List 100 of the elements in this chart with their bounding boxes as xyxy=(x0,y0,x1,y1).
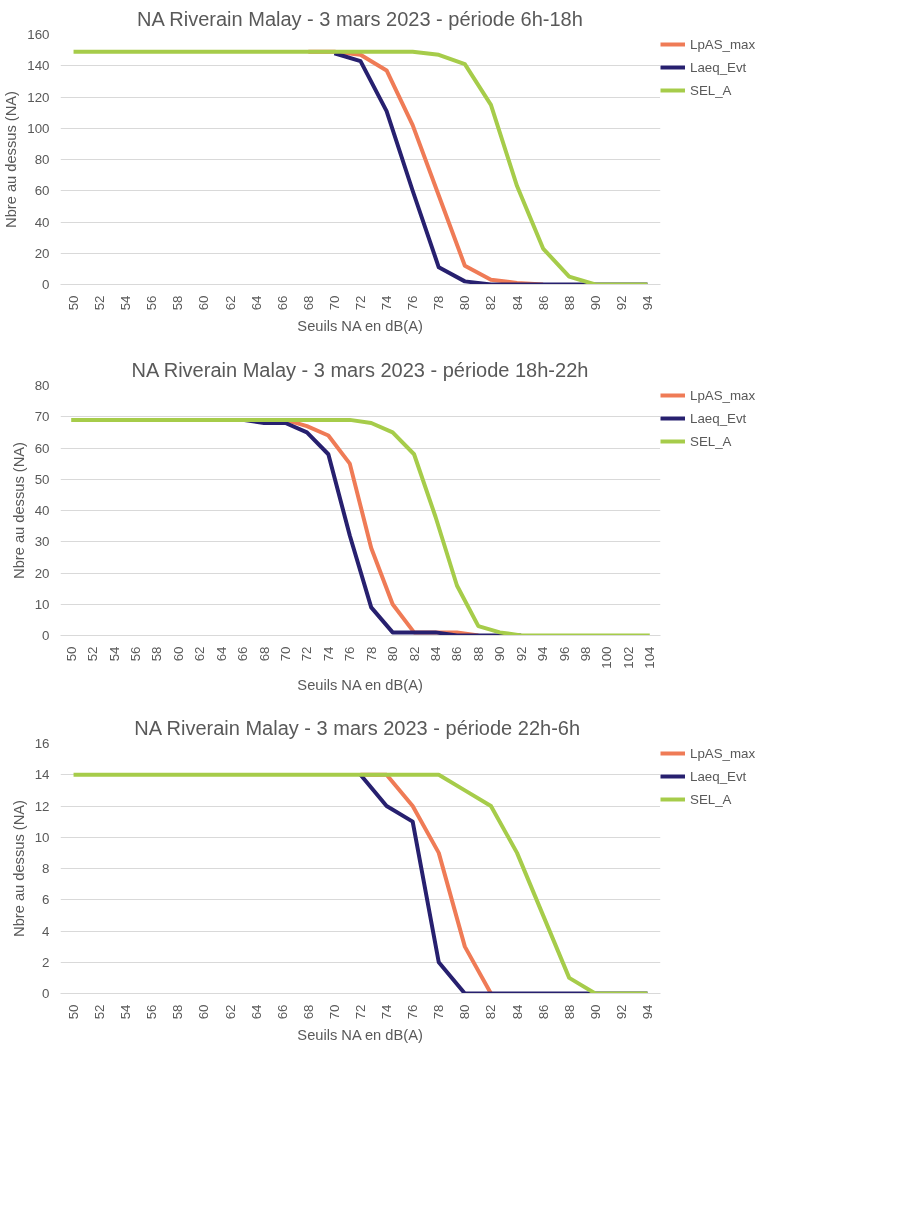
x-tick-label: 58 xyxy=(149,646,165,662)
x-tick-label: 62 xyxy=(222,1004,238,1020)
x-tick-label: 62 xyxy=(192,646,208,662)
x-tick-label: 100 xyxy=(599,646,615,669)
x-tick-label: 94 xyxy=(639,294,655,311)
x-tick-label: 74 xyxy=(379,1003,395,1020)
x-tick-label: 50 xyxy=(63,646,79,662)
x-tick-label: 74 xyxy=(379,294,395,311)
x-tick-label: 64 xyxy=(248,294,264,311)
x-tick-label: 86 xyxy=(535,1004,551,1020)
y-axis-title: Nbre au dessus (NA) xyxy=(3,91,20,228)
y-tick-label: 30 xyxy=(34,534,50,550)
y-tick-label: 6 xyxy=(42,892,50,908)
x-tick-label: 70 xyxy=(326,295,342,311)
x-tick-label: 60 xyxy=(196,1004,212,1020)
y-tick-label: 160 xyxy=(27,27,50,42)
x-tick-label: 88 xyxy=(561,1004,577,1020)
x-axis-title: Seuils NA en dB(A) xyxy=(297,318,423,335)
y-tick-label: 0 xyxy=(42,628,50,643)
x-tick-label: 104 xyxy=(642,645,658,669)
x-tick-label: 90 xyxy=(492,646,508,662)
x-tick-label: 54 xyxy=(118,294,134,311)
x-tick-label: 70 xyxy=(278,646,293,662)
x-tick-label: 50 xyxy=(66,295,82,311)
x-tick-label: 78 xyxy=(431,1004,447,1020)
y-tick-label: 100 xyxy=(27,120,50,136)
y-tick-label: 10 xyxy=(34,596,50,612)
legend-label: Laeq_Evt xyxy=(690,768,747,784)
x-tick-label: 80 xyxy=(457,1004,473,1020)
x-tick-label: 54 xyxy=(106,645,122,662)
y-tick-label: 0 xyxy=(42,986,50,1001)
x-tick-label: 96 xyxy=(556,646,572,662)
x-tick-label: 98 xyxy=(578,646,593,662)
x-tick-label: 56 xyxy=(128,646,143,662)
legend-label: SEL_A xyxy=(690,433,732,449)
x-tick-label: 68 xyxy=(256,646,272,662)
x-tick-label: 82 xyxy=(406,646,422,662)
x-tick-label: 74 xyxy=(320,645,336,662)
y-tick-label: 140 xyxy=(27,58,50,74)
y-tick-label: 120 xyxy=(27,89,50,105)
x-tick-label: 58 xyxy=(170,295,186,311)
x-tick-label: 84 xyxy=(509,1003,525,1020)
y-tick-label: 40 xyxy=(34,214,50,230)
legend-label: Laeq_Evt xyxy=(690,59,747,75)
x-tick-label: 94 xyxy=(639,1003,655,1020)
x-tick-label: 76 xyxy=(405,295,421,311)
x-tick-label: 92 xyxy=(513,646,529,662)
legend-label: LpAS_max xyxy=(690,36,756,52)
y-tick-label: 4 xyxy=(42,923,51,939)
x-tick-label: 102 xyxy=(620,646,636,669)
y-tick-label: 60 xyxy=(34,183,50,199)
x-tick-label: 72 xyxy=(353,1004,368,1020)
y-tick-label: 80 xyxy=(34,378,50,393)
y-tick-label: 12 xyxy=(34,798,50,814)
y-tick-label: 14 xyxy=(34,767,51,783)
x-tick-label: 86 xyxy=(535,295,551,311)
x-tick-label: 60 xyxy=(196,295,212,311)
x-tick-label: 66 xyxy=(235,646,251,662)
line-series xyxy=(69,417,652,636)
x-tick-label: 80 xyxy=(385,646,401,662)
line-series xyxy=(71,49,650,285)
x-tick-label: 62 xyxy=(222,295,238,311)
x-tick-label: 80 xyxy=(457,295,473,311)
x-tick-label: 78 xyxy=(431,295,447,311)
x-tick-label: 84 xyxy=(428,645,443,662)
y-tick-label: 8 xyxy=(42,861,50,876)
x-tick-label: 90 xyxy=(587,1004,603,1020)
y-axis-title: Nbre au dessus (NA) xyxy=(10,800,27,937)
x-axis-title: Seuils NA en dB(A) xyxy=(297,676,423,693)
y-tick-label: 20 xyxy=(34,245,50,261)
y-tick-label: 80 xyxy=(34,152,50,167)
x-tick-label: 66 xyxy=(274,1004,290,1020)
x-tick-label: 68 xyxy=(300,1004,316,1020)
y-tick-label: 40 xyxy=(34,503,50,518)
x-tick-label: 52 xyxy=(92,295,108,311)
x-tick-label: 72 xyxy=(353,295,368,311)
x-tick-label: 50 xyxy=(66,1004,82,1020)
x-tick-label: 68 xyxy=(300,295,316,311)
x-tick-label: 56 xyxy=(144,295,160,311)
x-tick-label: 82 xyxy=(483,295,499,311)
x-tick-label: 58 xyxy=(170,1004,186,1020)
y-tick-label: 2 xyxy=(42,954,50,970)
x-tick-label: 88 xyxy=(561,295,577,311)
legend-label: SEL_A xyxy=(690,791,732,807)
x-tick-label: 60 xyxy=(170,646,186,662)
x-tick-label: 56 xyxy=(144,1004,160,1020)
x-tick-label: 92 xyxy=(613,1004,629,1020)
x-tick-label: 82 xyxy=(483,1004,499,1020)
x-tick-label: 78 xyxy=(363,646,379,662)
x-tick-label: 90 xyxy=(587,295,603,311)
x-tick-label: 64 xyxy=(248,1003,264,1020)
legend-label: LpAS_max xyxy=(690,387,756,403)
x-tick-label: 94 xyxy=(535,645,551,662)
legend-label: LpAS_max xyxy=(690,745,756,761)
y-tick-label: 70 xyxy=(34,409,50,425)
x-tick-label: 86 xyxy=(449,646,465,662)
y-tick-label: 20 xyxy=(34,565,50,581)
x-tick-label: 70 xyxy=(326,1004,342,1020)
x-tick-label: 76 xyxy=(405,1004,421,1020)
x-tick-label: 54 xyxy=(118,1003,134,1020)
